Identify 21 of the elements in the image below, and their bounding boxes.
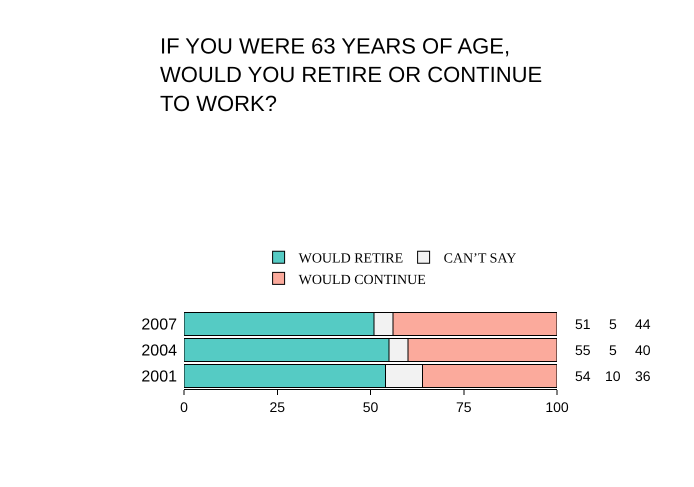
- legend-label: WOULD CONTINUE: [298, 272, 426, 288]
- y-tick-label: 2004: [141, 342, 178, 360]
- x-tick-label: 50: [362, 398, 378, 415]
- data-label: 55: [575, 342, 591, 358]
- x-tick-label: 75: [456, 398, 472, 415]
- data-label: 44: [635, 316, 651, 332]
- chart-title: IF YOU WERE 63 YEARS OF AGE, WOULD YOU RETIRE OR CONTINUE TO WORK?: [160, 34, 542, 116]
- data-label: 54: [575, 368, 591, 384]
- y-tick-label: 2007: [141, 316, 178, 334]
- data-label: 40: [635, 342, 651, 358]
- legend-label: WOULD RETIRE: [298, 252, 404, 267]
- data-label: 5: [609, 342, 617, 358]
- data-label: 36: [635, 368, 651, 384]
- data-label: 10: [605, 368, 621, 384]
- x-tick-label: 0: [180, 398, 188, 415]
- x-tick-label: 100: [545, 398, 569, 415]
- y-tick-label: 2001: [141, 368, 178, 386]
- legend-label: CAN’T SAY: [444, 252, 516, 267]
- x-tick-label: 25: [269, 398, 286, 415]
- data-label: 51: [575, 316, 591, 332]
- data-label: 5: [609, 316, 617, 332]
